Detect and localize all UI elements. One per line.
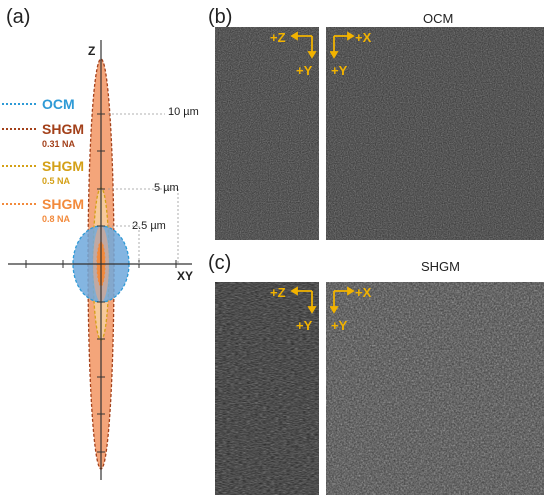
legend-shgm-08: SHGM [2, 196, 84, 212]
shgm-xz-arrows-icon [290, 286, 317, 314]
legend-ocm: OCM [2, 96, 75, 112]
ocm-title: OCM [423, 11, 454, 26]
z-axis-label: Z [88, 44, 96, 58]
shgm-plus-y-right: +Y [331, 318, 348, 333]
legend-shgm-031: SHGM [2, 121, 84, 137]
shgm-plus-x: +X [355, 285, 372, 300]
shgm-xz-image [215, 282, 319, 495]
legend-label: SHGM [42, 158, 84, 174]
legend-swatch [2, 203, 36, 205]
scale-2-5um: 2.5 µm [132, 220, 166, 232]
shgm-title: SHGM [421, 259, 460, 274]
legend-label: SHGM [42, 196, 84, 212]
legend-swatch [2, 128, 36, 130]
panel-label-b: (b) [208, 6, 233, 28]
ocm-plus-y-right: +Y [331, 63, 348, 78]
shgm-plus-z: +Z [270, 285, 286, 300]
scale-5um: 5 µm [154, 182, 179, 194]
legend-swatch [2, 103, 36, 105]
shgm-xy-image [326, 282, 544, 495]
legend-sub-08: 0.8 NA [42, 214, 71, 224]
ocm-xy-image [326, 27, 544, 240]
panel-label-a: (a) [6, 6, 31, 28]
ocm-xz-arrows-icon [290, 31, 317, 59]
ocm-plus-x: +X [355, 30, 372, 45]
shgm-xy-arrows-icon [330, 286, 355, 314]
ocm-plus-y-left: +Y [296, 63, 313, 78]
shgm-plus-y-left: +Y [296, 318, 313, 333]
psf-diagram [8, 40, 192, 480]
panel-label-c: (c) [208, 252, 232, 274]
legend-swatch [2, 165, 36, 167]
legend-sub-031: 0.31 NA [42, 139, 76, 149]
xy-axis-label: XY [177, 269, 194, 283]
legend-shgm-05: SHGM [2, 158, 84, 174]
ocm-xy-arrows-icon [330, 31, 355, 59]
legend-sub-05: 0.5 NA [42, 176, 71, 186]
legend-label: SHGM [42, 121, 84, 137]
ocm-plus-z: +Z [270, 30, 286, 45]
scale-10um: 10 µm [168, 106, 199, 118]
ocm-xz-image [215, 27, 319, 240]
legend-label: OCM [42, 96, 75, 112]
